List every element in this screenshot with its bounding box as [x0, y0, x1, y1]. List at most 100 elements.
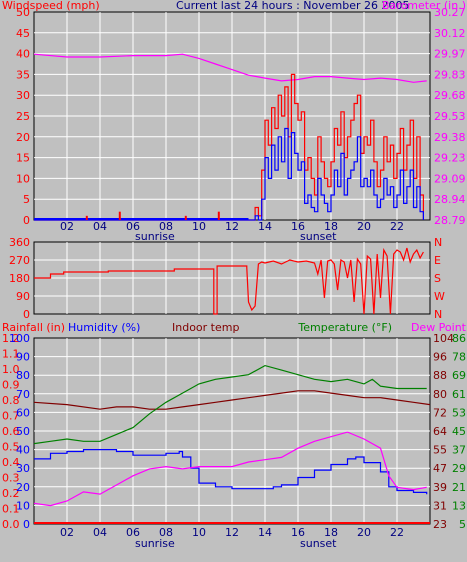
- dew-point-line: [33, 431, 427, 507]
- rainfall-y-tick-label: 0.8: [2, 394, 20, 407]
- humidity-y-tick-label: 60: [16, 406, 30, 419]
- indoor-y-tick-label: 64: [433, 425, 447, 438]
- temperature-y-tick-label: 53: [452, 406, 466, 419]
- wind-y-tick-label: 20: [16, 131, 30, 144]
- indoor-y-tick-label: 39: [433, 481, 447, 494]
- indoor-y-tick-label: 55: [433, 444, 447, 457]
- temperature-y-tick-label: 29: [452, 462, 466, 475]
- chart-title: Current last 24 hours : November 26 2005: [176, 0, 409, 12]
- rainfall-y-tick-label: 0.2: [2, 487, 20, 500]
- indoor-y-tick-label: 104: [433, 332, 454, 345]
- barometer-y-tick-label: 29.09: [434, 172, 466, 185]
- x-tick-label-top: 12: [225, 220, 239, 233]
- humidity-y-tick-label: 20: [16, 481, 30, 494]
- humidity-axis-title: Humidity (%): [68, 321, 140, 334]
- wind-y-tick-label: 40: [16, 48, 30, 61]
- barometer-y-tick-label: 29.38: [434, 131, 466, 144]
- barometer-y-tick-label: 30.27: [434, 6, 466, 19]
- direction-y-tick-label: 270: [9, 254, 30, 267]
- x-tick-label-top: 10: [192, 220, 206, 233]
- wind-y-tick-label: 35: [16, 68, 30, 81]
- compass-tick-label: S: [434, 272, 441, 285]
- x-tick-label-top: 22: [390, 220, 404, 233]
- x-tick-label-top: 14: [258, 220, 272, 233]
- x-marker-label-top: sunrise: [135, 230, 175, 243]
- temperature-y-tick-label: 78: [452, 351, 466, 364]
- x-tick-label-bottom: 18: [324, 526, 338, 539]
- barometer-y-tick-label: 29.23: [434, 152, 466, 165]
- windspeed-axis-title: Windspeed (mph): [2, 0, 100, 12]
- x-tick-label-top: 18: [324, 220, 338, 233]
- indoor-y-tick-label: 23: [433, 518, 447, 531]
- compass-tick-label: N: [434, 236, 442, 249]
- x-tick-label-bottom: 20: [357, 526, 371, 539]
- x-tick-label-bottom: 06: [126, 526, 140, 539]
- wind-y-tick-label: 5: [23, 193, 30, 206]
- direction-y-tick-label: 360: [9, 236, 30, 249]
- dew-point-axis-title: Dew Point: [411, 321, 467, 334]
- x-marker-label-bottom: sunset: [300, 537, 337, 550]
- wind-y-tick-label: 15: [16, 152, 30, 165]
- wind-avg-line: [34, 127, 424, 221]
- barometer-y-tick-label: 29.83: [434, 68, 466, 81]
- rainfall-y-tick-label: 1.2: [2, 332, 20, 345]
- wind-y-tick-label: 25: [16, 110, 30, 123]
- rainfall-y-tick-label: 0.9: [2, 379, 20, 392]
- barometer-axis-title: Barometer (in.): [382, 0, 466, 12]
- rainfall-y-tick-label: 0.0: [2, 518, 20, 531]
- indoor-y-tick-label: 88: [433, 369, 447, 382]
- barometer-y-tick-label: 29.68: [434, 89, 466, 102]
- x-tick-label-top: 06: [126, 220, 140, 233]
- indoor-temp-line: [33, 390, 431, 410]
- wind-y-tick-label: 10: [16, 172, 30, 185]
- rainfall-y-tick-label: 0.1: [2, 503, 20, 516]
- x-tick-label-bottom: 14: [258, 526, 272, 539]
- wind-direction-line: [34, 247, 424, 315]
- rainfall-y-tick-label: 0.7: [2, 410, 20, 423]
- rainfall-y-tick-label: 0.3: [2, 472, 20, 485]
- x-tick-label-bottom: 04: [93, 526, 107, 539]
- temperature-y-tick-label: 13: [452, 499, 466, 512]
- temperature-y-tick-label: 45: [452, 425, 466, 438]
- humidity-y-tick-label: 100: [9, 332, 30, 345]
- humidity-y-tick-label: 80: [16, 369, 30, 382]
- x-tick-label-top: 02: [60, 220, 74, 233]
- barometer-y-tick-label: 28.94: [434, 193, 466, 206]
- compass-tick-label: N: [434, 308, 442, 321]
- indoor-y-tick-label: 31: [433, 499, 447, 512]
- rainfall-y-tick-label: 1.1: [2, 348, 20, 361]
- wind-y-tick-label: 45: [16, 27, 30, 40]
- humidity-y-tick-label: 30: [16, 462, 30, 475]
- humidity-y-tick-label: 90: [16, 351, 30, 364]
- wind-y-tick-label: 0: [23, 214, 30, 227]
- rainfall-y-tick-label: 0.4: [2, 456, 20, 469]
- temperature-y-tick-label: 5: [459, 518, 466, 531]
- indoor-temp-axis-title: Indoor temp: [172, 321, 239, 334]
- compass-tick-label: W: [434, 290, 445, 303]
- barometer-y-tick-label: 29.97: [434, 48, 466, 61]
- humidity-line: [34, 449, 428, 495]
- barometer-y-tick-label: 29.53: [434, 110, 466, 123]
- x-tick-label-top: 20: [357, 220, 371, 233]
- indoor-y-tick-label: 80: [433, 388, 447, 401]
- humidity-y-tick-label: 10: [16, 499, 30, 512]
- x-tick-label-bottom: 12: [225, 526, 239, 539]
- x-tick-label-top: 08: [159, 220, 173, 233]
- temperature-y-tick-label: 86: [452, 332, 466, 345]
- compass-tick-label: E: [434, 254, 441, 267]
- temperature-y-tick-label: 37: [452, 444, 466, 457]
- humidity-y-tick-label: 70: [16, 388, 30, 401]
- barometer-line: [33, 53, 427, 83]
- temperature-y-tick-label: 21: [452, 481, 466, 494]
- barometer-y-tick-label: 28.79: [434, 214, 466, 227]
- x-tick-label-bottom: 22: [390, 526, 404, 539]
- direction-y-tick-label: 0: [23, 308, 30, 321]
- rainfall-y-tick-label: 1.0: [2, 363, 20, 376]
- indoor-y-tick-label: 72: [433, 406, 447, 419]
- x-tick-label-bottom: 02: [60, 526, 74, 539]
- indoor-y-tick-label: 47: [433, 462, 447, 475]
- indoor-y-tick-label: 96: [433, 351, 447, 364]
- humidity-y-tick-label: 0: [23, 518, 30, 531]
- x-tick-label-top: 16: [291, 220, 305, 233]
